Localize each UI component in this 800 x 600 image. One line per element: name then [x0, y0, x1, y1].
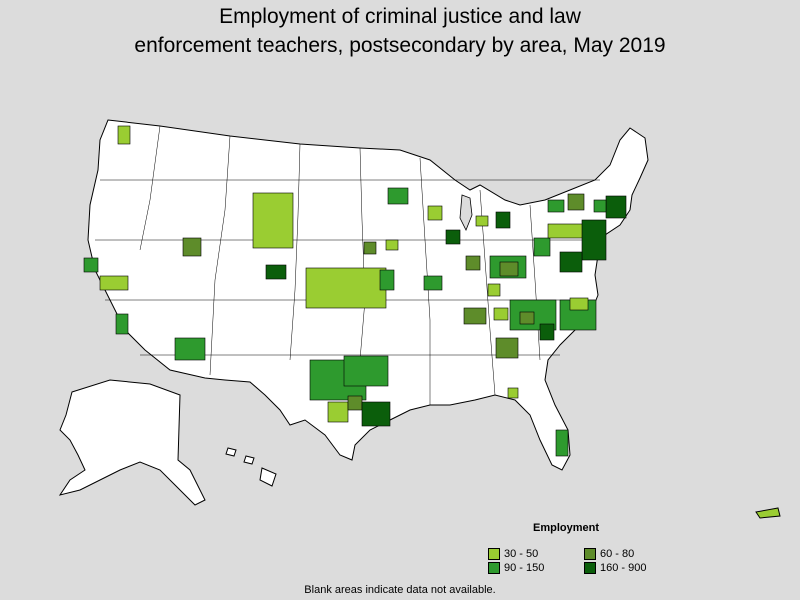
legend-swatch: [488, 548, 500, 560]
footnote: Blank areas indicate data not available.: [304, 584, 496, 596]
legend-item-30-50: 30 - 50: [488, 548, 538, 560]
legend-label: 160 - 900: [600, 562, 647, 574]
lake-michigan: [459, 194, 473, 231]
legend-swatch: [488, 562, 500, 574]
legend-item-160-900: 160 - 900: [584, 562, 646, 574]
alaska: [58, 379, 206, 506]
hawaii: [225, 447, 277, 487]
legend-title: Employment: [533, 522, 600, 534]
legend-item-60-80: 60 - 80: [584, 548, 634, 560]
title-line-2: enforcement teachers, postsecondary by a…: [134, 34, 666, 57]
legend-swatch: [584, 562, 596, 574]
legend-swatch: [584, 548, 596, 560]
legend-label: 30 - 50: [504, 548, 539, 560]
title-line-1: Employment of criminal justice and law: [219, 5, 581, 28]
legend-label: 60 - 80: [600, 548, 635, 560]
legend-label: 90 - 150: [504, 562, 545, 574]
puerto-rico: [755, 507, 781, 519]
map-title: Employment of criminal justice and law e…: [0, 2, 800, 60]
legend-item-90-150: 90 - 150: [488, 562, 544, 574]
employment-areas: [83, 125, 627, 457]
